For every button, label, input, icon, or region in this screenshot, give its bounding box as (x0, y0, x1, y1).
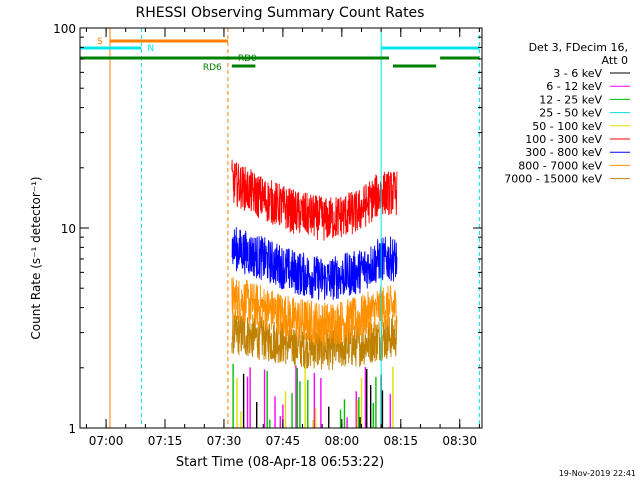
flag-label: S (97, 37, 103, 47)
x-tick-label: 07:30 (207, 434, 242, 448)
legend-entry-label: 12 - 25 keV (539, 93, 602, 106)
series-100-300keV (231, 159, 398, 241)
series-800-7000keV (231, 277, 398, 347)
timestamp: 19-Nov-2019 22:41 (559, 469, 636, 478)
y-tick-label: 100 (53, 22, 76, 36)
x-tick-label: 07:00 (89, 434, 124, 448)
legend-entry-label: 3 - 6 keV (553, 67, 602, 80)
series-line (231, 311, 398, 371)
series-7000-15000keV (231, 311, 398, 371)
series-line (231, 277, 398, 347)
legend-entry-label: 6 - 12 keV (546, 80, 602, 93)
x-tick-label: 07:45 (266, 434, 301, 448)
plot-frame (79, 27, 483, 429)
x-axis-label: Start Time (08-Apr-18 06:53:22) (176, 455, 384, 470)
legend-header: Det 3, FDecim 16, (529, 41, 628, 54)
series-300-800keV (231, 227, 398, 300)
flag-label: N (147, 44, 154, 54)
series-line (231, 227, 398, 300)
x-tick-label: 07:15 (148, 434, 183, 448)
legend-entry-label: 800 - 7000 keV (518, 159, 602, 172)
y-tick-label: 1 (68, 422, 76, 436)
legend-entry-label: 300 - 800 keV (525, 146, 602, 159)
plot-area: S N RD0 RD6 1 10 100 07:00 07:15 07:30 07:45 08:00 0… (53, 22, 483, 448)
flag-label: RD0 (238, 54, 257, 64)
low-energy-spikes (232, 363, 394, 428)
x-tick-label: 08:30 (442, 434, 477, 448)
chart-title: RHESSI Observing Summary Count Rates (136, 5, 425, 21)
legend-entry-label: 100 - 300 keV (525, 133, 602, 146)
legend-entry-label: 25 - 50 keV (539, 107, 602, 120)
flag-label: RD6 (203, 63, 222, 73)
y-tick-label: 10 (61, 222, 76, 236)
legend-entry-label: 7000 - 15000 keV (504, 173, 602, 186)
legend-header-attenuator: Att 0 (602, 54, 628, 67)
y-axis-label: Count Rate (s⁻¹ detector⁻¹) (29, 176, 43, 339)
x-tick-label: 08:15 (383, 434, 418, 448)
legend-entry-label: 50 - 100 keV (532, 120, 602, 133)
x-tick-label: 08:00 (325, 434, 360, 448)
series-line (231, 159, 398, 241)
